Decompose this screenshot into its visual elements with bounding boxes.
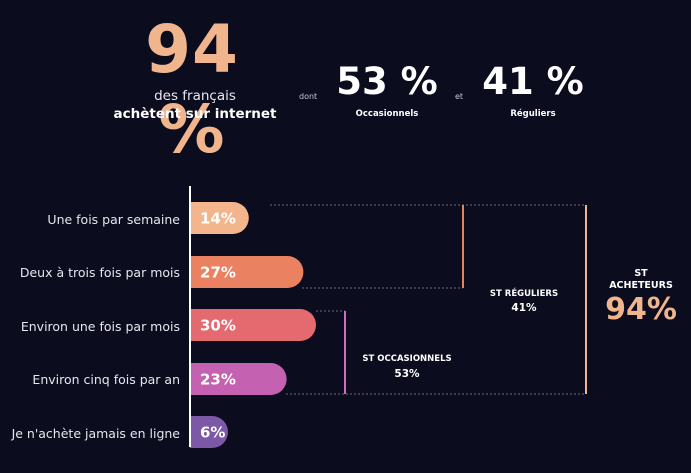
bars-group: 14% 27% 30% 23% 6% <box>190 202 316 448</box>
bar-value-label-3: 30% <box>200 317 236 335</box>
occasionnels-bracket-value: 53% <box>394 368 420 380</box>
bar-value-label-4: 23% <box>200 371 236 389</box>
bar-value-label-1: 14% <box>200 210 236 228</box>
total-buyers-caption-line2: achètent sur internet <box>113 106 277 122</box>
total-buyers-caption-line1: des français <box>154 88 236 104</box>
occasional-percent: 53 % <box>336 60 438 103</box>
bar-5 <box>190 416 228 448</box>
bar-value-label-5: 6% <box>200 424 225 442</box>
reguliers-bracket-title: ST RÉGULIERS <box>489 289 559 299</box>
dont-word: dont <box>299 92 318 101</box>
total-buyers-percent: 94 % <box>145 11 239 168</box>
occasionnels-bracket-title: ST OCCASIONNELS <box>362 354 452 364</box>
acheteurs-value: 94% <box>605 292 677 327</box>
acheteurs-title-line2: ACHETEURS <box>609 280 673 291</box>
category-label-weekly: Une fois par semaine <box>47 212 180 227</box>
bar-4 <box>190 363 287 395</box>
occasional-label: Occasionnels <box>355 109 419 119</box>
category-label-monthly: Environ une fois par mois <box>20 319 180 334</box>
category-label-never: Je n'achète jamais en ligne <box>11 426 180 441</box>
regular-percent: 41 % <box>482 60 584 103</box>
et-word: et <box>455 92 464 101</box>
reguliers-bracket-value: 41% <box>511 302 537 314</box>
bar-2 <box>190 256 304 288</box>
bar-3 <box>190 309 316 341</box>
category-label-two-three-monthly: Deux à trois fois par mois <box>19 265 180 280</box>
category-label-five-per-year: Environ cinq fois par an <box>32 372 180 387</box>
bar-1 <box>190 202 249 234</box>
bar-value-label-2: 27% <box>200 264 236 282</box>
acheteurs-title-line1: ST <box>634 268 648 279</box>
regular-label: Réguliers <box>510 109 556 119</box>
